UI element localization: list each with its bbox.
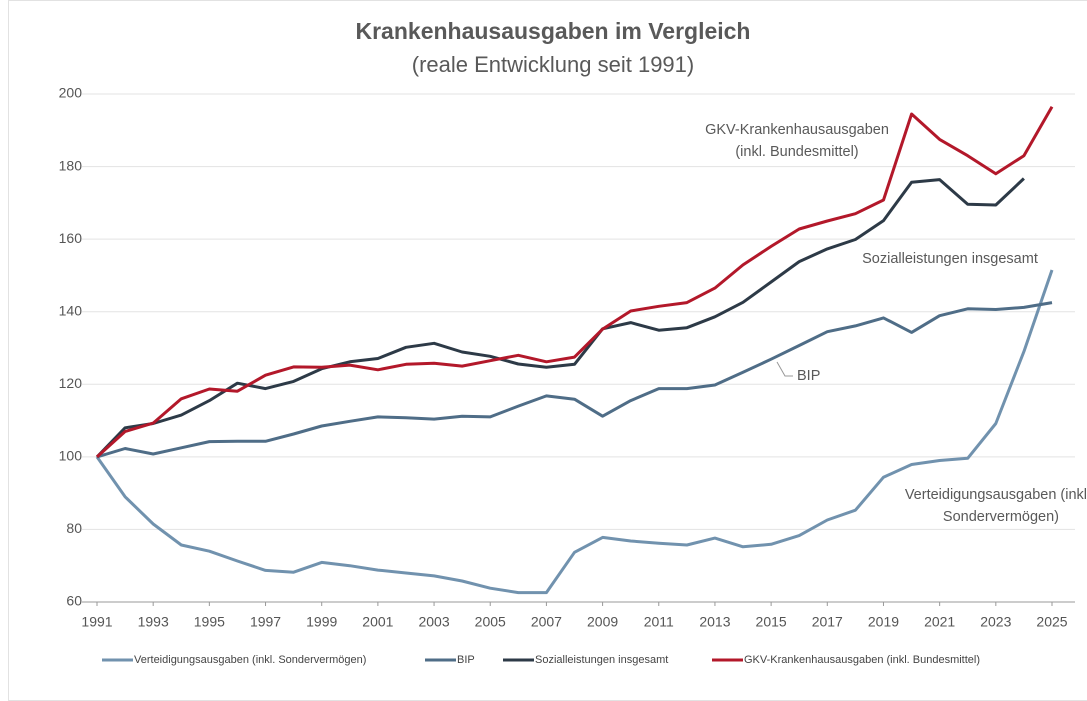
y-tick-label: 140 xyxy=(59,302,83,318)
annotation: Sondervermögen) xyxy=(943,509,1059,525)
x-tick-label: 1993 xyxy=(138,614,169,630)
legend-label: Sozialleistungen insgesamt xyxy=(535,654,668,666)
x-tick-label: 1995 xyxy=(194,614,225,630)
chart-subtitle: (reale Entwicklung seit 1991) xyxy=(412,52,694,77)
x-tick-label: 1997 xyxy=(250,614,281,630)
annotation-leader xyxy=(776,361,793,377)
x-tick-label: 2017 xyxy=(812,614,843,630)
x-tick-label: 2021 xyxy=(924,614,955,630)
y-tick-label: 100 xyxy=(59,448,83,464)
x-tick-label: 2013 xyxy=(699,614,730,630)
x-tick-label: 1999 xyxy=(306,614,337,630)
x-tick-label: 2019 xyxy=(868,614,899,630)
annotation: (inkl. Bundesmittel) xyxy=(735,144,858,160)
x-tick-label: 2001 xyxy=(362,614,393,630)
x-tick-label: 2003 xyxy=(418,614,449,630)
legend-label: Verteidigungsausgaben (inkl. Sondervermö… xyxy=(134,654,366,666)
annotation: GKV-Krankenhausausgaben xyxy=(705,122,889,138)
y-tick-label: 80 xyxy=(66,520,82,536)
x-tick-label: 2023 xyxy=(980,614,1011,630)
x-tick-label: 1991 xyxy=(81,614,112,630)
chart-title: Krankenhausausgaben im Vergleich xyxy=(356,18,751,44)
y-tick-label: 60 xyxy=(66,593,82,609)
x-tick-label: 2025 xyxy=(1036,614,1067,630)
legend-label: BIP xyxy=(457,654,475,666)
y-tick-label: 180 xyxy=(59,157,83,173)
x-tick-label: 2009 xyxy=(587,614,618,630)
annotation: Sozialleistungen insgesamt xyxy=(862,251,1038,267)
annotation: Verteidigungsausgaben (inkl xyxy=(905,487,1087,503)
y-tick-label: 200 xyxy=(59,85,83,101)
x-tick-label: 2011 xyxy=(644,614,674,630)
x-tick-label: 2005 xyxy=(475,614,506,630)
frame xyxy=(8,0,1087,701)
y-tick-label: 160 xyxy=(59,230,83,246)
y-tick-label: 120 xyxy=(59,375,83,391)
series-line xyxy=(96,301,1053,459)
series-line xyxy=(95,269,1054,595)
series-line xyxy=(95,177,1025,458)
series-line xyxy=(95,105,1054,459)
legend-label: GKV-Krankenhausausgaben (inkl. Bundesmit… xyxy=(744,654,980,666)
x-tick-label: 2015 xyxy=(756,614,787,630)
annotation: BIP xyxy=(797,368,820,384)
x-tick-label: 2007 xyxy=(531,614,562,630)
